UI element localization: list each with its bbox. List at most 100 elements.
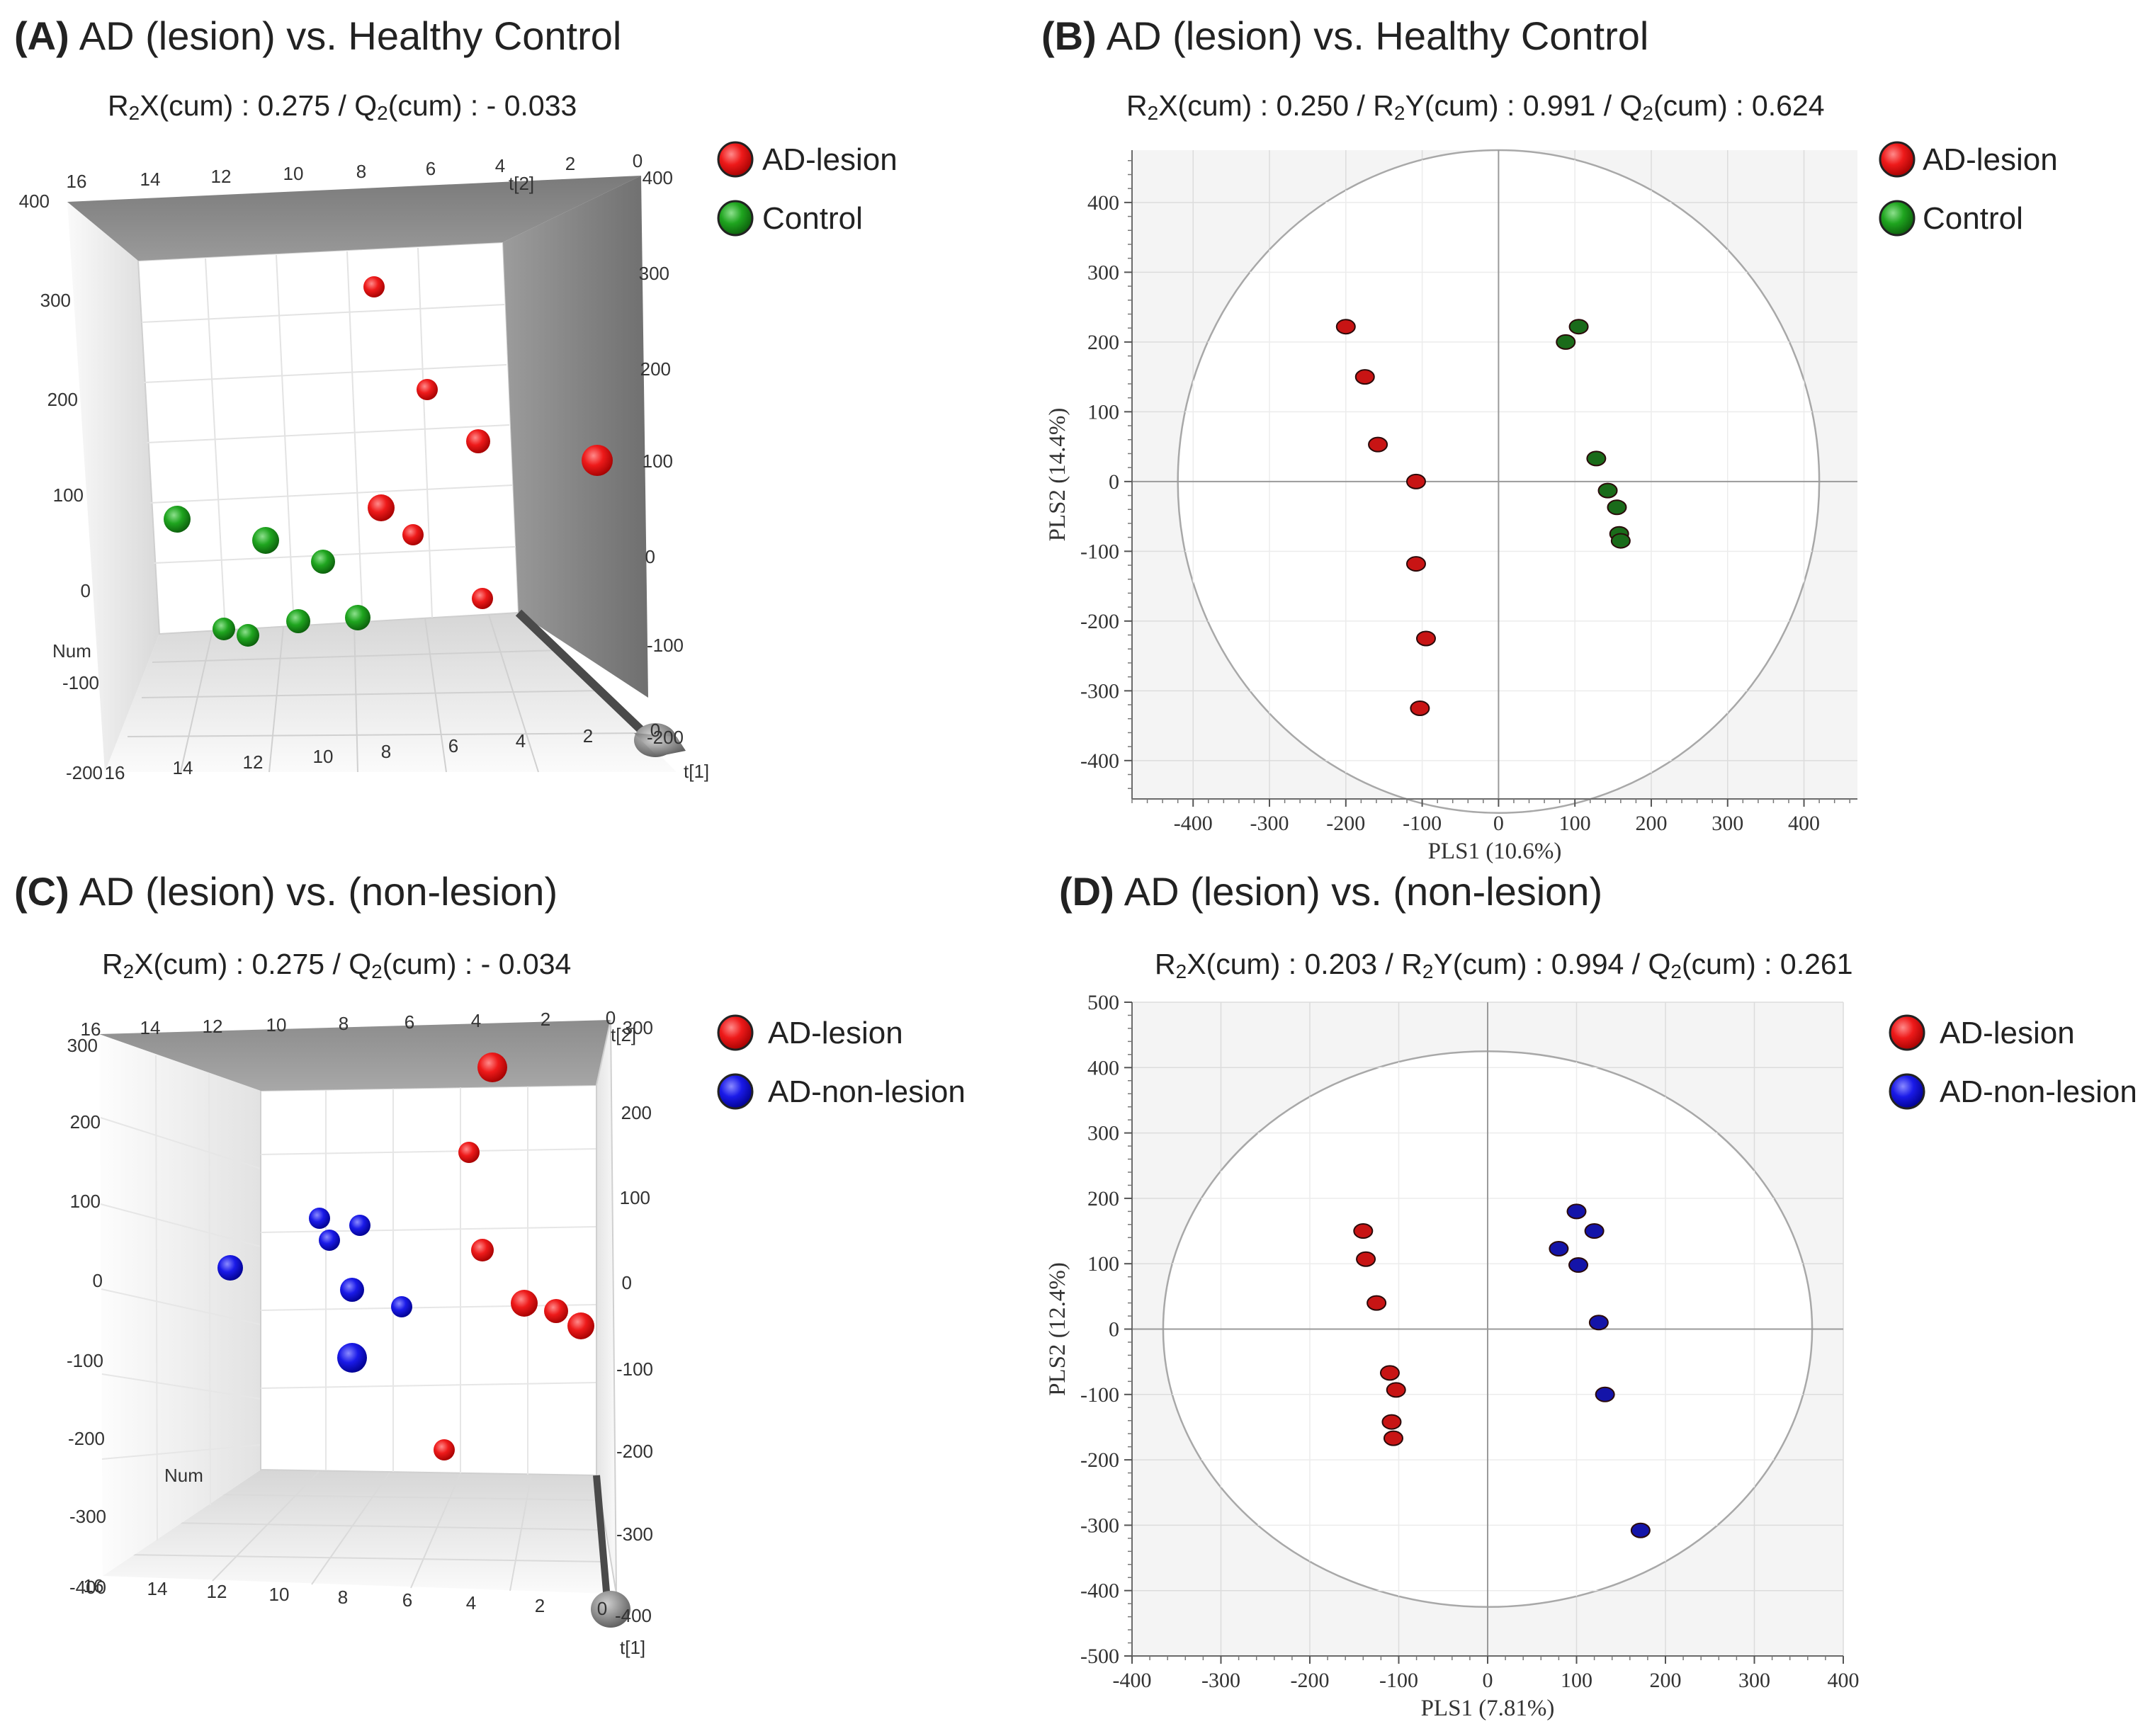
panel-a-3d-plot: 4003002001000-100-2004003002001000-100-2… [19, 150, 710, 783]
point-control [252, 527, 279, 554]
point-control [1597, 482, 1618, 499]
x-axis-label: PLS1 (10.6%) [1428, 839, 1562, 864]
x-tick-label: 0 [1493, 812, 1504, 835]
y-tick-label: 400 [1087, 191, 1119, 215]
point-ad-lesion [363, 276, 385, 297]
panel-a-points [164, 276, 613, 647]
y-tick-label: 200 [1087, 1187, 1119, 1210]
point-control [311, 550, 335, 574]
tick-label: 2 [565, 153, 575, 174]
point-ad-lesion [511, 1290, 538, 1317]
point-ad-lesion [1368, 436, 1388, 453]
panel-a-header: (A) AD (lesion) vs. Healthy Control R2X(c… [14, 13, 621, 124]
tick-label: 12 [203, 1016, 223, 1037]
legend-label-control: Control [762, 201, 863, 236]
axis-label-num: Num [164, 1465, 203, 1486]
tick-label: 200 [640, 358, 671, 380]
panel-b-header: (B) AD (lesion) vs. Healthy Control R2X(c… [1041, 13, 1825, 124]
tick-label: -200 [68, 1428, 105, 1449]
point-ad-non-lesion [349, 1215, 370, 1236]
y-tick-label: -400 [1080, 1579, 1119, 1603]
stats-text: X(cum) : 0.203 / R [1187, 948, 1422, 980]
x-tick-label: -300 [1201, 1669, 1240, 1692]
panel-c-letter: (C) [14, 869, 69, 914]
y-tick-label: 0 [1109, 1318, 1119, 1341]
3d-left-wall [67, 202, 159, 772]
point-ad-lesion [472, 588, 493, 609]
tick-label: -100 [67, 1350, 103, 1371]
point-ad-lesion [544, 1299, 568, 1323]
legend-marker-ad-non-lesion [717, 1073, 754, 1110]
x-tick-label: 0 [1483, 1669, 1493, 1692]
panel-c-stats: R2X(cum) : 0.275 / Q2(cum) : - 0.034 [102, 948, 571, 982]
panel-d-legend: AD-lesion AD-non-lesion [1889, 1014, 2137, 1110]
point-ad-lesion [477, 1053, 507, 1082]
tick-label: 0 [650, 720, 660, 741]
y-tick-label: 300 [1087, 261, 1119, 284]
legend-label-ad-lesion: AD-lesion [762, 142, 898, 177]
x-tick-label: -100 [1379, 1669, 1418, 1692]
point-control [237, 624, 259, 647]
x-tick-label: 100 [1559, 812, 1591, 835]
legend-marker-ad-non-lesion [1889, 1073, 1925, 1110]
point-ad-non-lesion [217, 1255, 243, 1281]
point-control [213, 618, 235, 640]
tick-label: 2 [535, 1595, 545, 1616]
tick-label: 10 [266, 1014, 287, 1036]
legend-label-ad-lesion: AD-lesion [768, 1016, 903, 1050]
stats-text: R [1126, 89, 1148, 122]
tick-label: 12 [211, 166, 232, 187]
tick-label: -400 [615, 1605, 652, 1626]
tick-label: 12 [207, 1581, 227, 1602]
y-axis-label: PLS2 (12.4%) [1045, 1262, 1070, 1396]
stats-subscript: 2 [1422, 960, 1434, 982]
panel-c-legend: AD-lesion AD-non-lesion [717, 1014, 966, 1110]
tick-label: 16 [81, 1019, 101, 1040]
tick-label: 300 [40, 290, 71, 311]
panel-b-stats: R2X(cum) : 0.250 / R2Y(cum) : 0.991 / Q2… [1126, 89, 1825, 124]
3d-right-wall [503, 176, 648, 698]
tick-label: 16 [84, 1575, 104, 1596]
point-ad-non-lesion [1630, 1522, 1651, 1538]
point-ad-non-lesion [1566, 1203, 1587, 1220]
legend-marker-ad-lesion [717, 1014, 754, 1051]
tick-label: 6 [404, 1011, 414, 1033]
axis-label-t1: t[1] [620, 1637, 645, 1658]
x-tick-label: 400 [1788, 812, 1820, 835]
point-ad-lesion [1405, 473, 1426, 489]
point-ad-lesion [1353, 1223, 1374, 1239]
legend-label-ad-non-lesion: AD-non-lesion [768, 1074, 966, 1109]
tick-label: 14 [140, 169, 161, 190]
panel-d-title: AD (lesion) vs. (non-lesion) [1124, 869, 1602, 914]
x-tick-label: -400 [1174, 812, 1213, 835]
stats-subscript: 2 [1176, 960, 1187, 982]
tick-label: 4 [495, 155, 505, 176]
y-tick-label: -200 [1080, 610, 1119, 633]
panel-b-letter: (B) [1041, 13, 1097, 58]
y-tick-label: 100 [1087, 400, 1119, 424]
y-tick-label: 0 [1109, 470, 1119, 494]
tick-label: 10 [313, 746, 334, 767]
y-tick-label: -100 [1080, 540, 1119, 563]
tick-label: 100 [53, 484, 84, 506]
stats-subscript: 2 [377, 102, 388, 124]
y-tick-label: -400 [1080, 749, 1119, 773]
tick-label: 100 [620, 1187, 650, 1208]
point-ad-lesion [1405, 556, 1426, 572]
panel-d-score-plot: -400 -300 -200 -100 0 100 200 300 400-500-400-30… [1045, 991, 1860, 1721]
y-tick-label: 100 [1087, 1252, 1119, 1276]
x-tick-label: -200 [1326, 812, 1365, 835]
x-tick-label: 200 [1635, 812, 1667, 835]
tick-label: 0 [81, 580, 91, 601]
axis-label-t2: t[2] [509, 173, 534, 194]
panel-d-stats: R2X(cum) : 0.203 / R2Y(cum) : 0.994 / Q2… [1155, 948, 1853, 982]
tick-label: -100 [62, 672, 99, 693]
legend-marker-ad-lesion [717, 141, 754, 178]
panel-c-points [217, 1053, 594, 1460]
t1-axis [593, 1475, 611, 1609]
point-ad-lesion [1367, 1295, 1387, 1311]
t1-axis [515, 609, 655, 744]
point-ad-non-lesion [1549, 1240, 1569, 1256]
tick-label: 8 [338, 1587, 348, 1608]
